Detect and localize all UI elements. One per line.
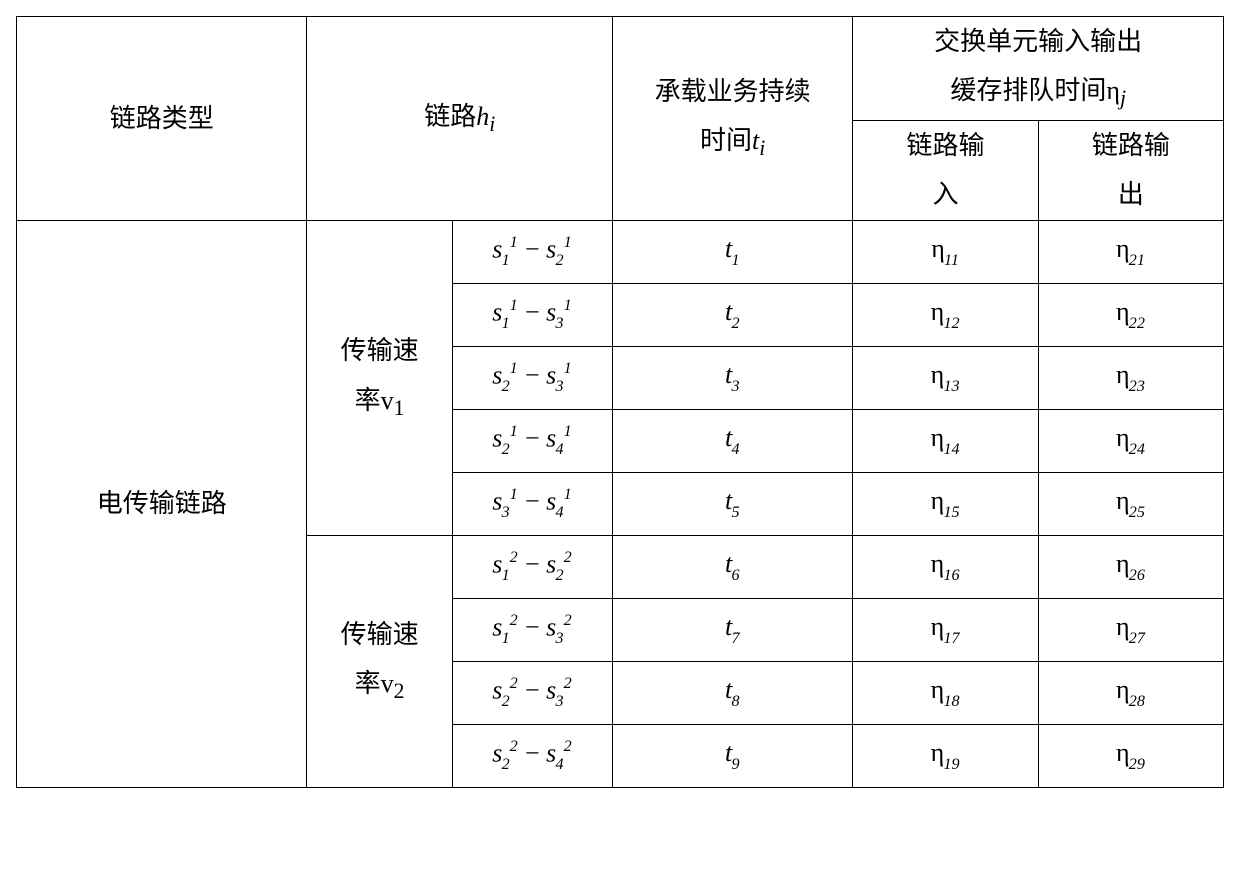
eta-in-cell: η15 [853,472,1038,535]
col-header-link-input: 链路输入 [853,120,1038,220]
eta-out-cell: η21 [1038,220,1223,283]
duration-cell: t5 [612,472,852,535]
link-pair-cell: s21 − s41 [452,409,612,472]
eta-in-cell: η17 [853,598,1038,661]
link-pair-cell: s11 − s21 [452,220,612,283]
col-header-duration: 承载业务持续 时间ti [612,17,852,221]
link-pair-cell: s12 − s22 [452,535,612,598]
duration-cell: t8 [612,661,852,724]
table-header-row-1: 链路类型 链路hi 承载业务持续 时间ti 交换单元输入输出 缓存排队时间ηj [17,17,1224,121]
eta-in-cell: η11 [853,220,1038,283]
eta-in-cell: η14 [853,409,1038,472]
eta-in-cell: η16 [853,535,1038,598]
row-group-rate-v2: 传输速率v2 [307,535,452,787]
duration-cell: t4 [612,409,852,472]
col-header-queue-time: 交换单元输入输出 缓存排队时间ηj [853,17,1224,121]
link-parameters-table: 链路类型 链路hi 承载业务持续 时间ti 交换单元输入输出 缓存排队时间ηj … [16,16,1224,788]
row-group-link-type: 电传输链路 [17,220,307,787]
col-header-link-type: 链路类型 [17,17,307,221]
eta-out-cell: η22 [1038,283,1223,346]
link-pair-cell: s22 − s42 [452,724,612,787]
eta-out-cell: η24 [1038,409,1223,472]
duration-cell: t6 [612,535,852,598]
eta-in-cell: η19 [853,724,1038,787]
eta-out-cell: η26 [1038,535,1223,598]
duration-cell: t7 [612,598,852,661]
row-group-rate-v1: 传输速率v1 [307,220,452,535]
eta-out-cell: η23 [1038,346,1223,409]
col-header-link-h: 链路hi [307,17,613,221]
eta-out-cell: η27 [1038,598,1223,661]
link-pair-cell: s12 − s32 [452,598,612,661]
link-pair-cell: s11 − s31 [452,283,612,346]
duration-cell: t3 [612,346,852,409]
col-header-link-output: 链路输出 [1038,120,1223,220]
duration-cell: t9 [612,724,852,787]
eta-in-cell: η12 [853,283,1038,346]
link-pair-cell: s21 − s31 [452,346,612,409]
link-pair-cell: s31 − s41 [452,472,612,535]
eta-out-cell: η29 [1038,724,1223,787]
eta-in-cell: η13 [853,346,1038,409]
eta-out-cell: η28 [1038,661,1223,724]
table-row: 电传输链路传输速率v1s11 − s21t1η11η21 [17,220,1224,283]
eta-out-cell: η25 [1038,472,1223,535]
duration-cell: t2 [612,283,852,346]
link-pair-cell: s22 − s32 [452,661,612,724]
duration-cell: t1 [612,220,852,283]
eta-in-cell: η18 [853,661,1038,724]
